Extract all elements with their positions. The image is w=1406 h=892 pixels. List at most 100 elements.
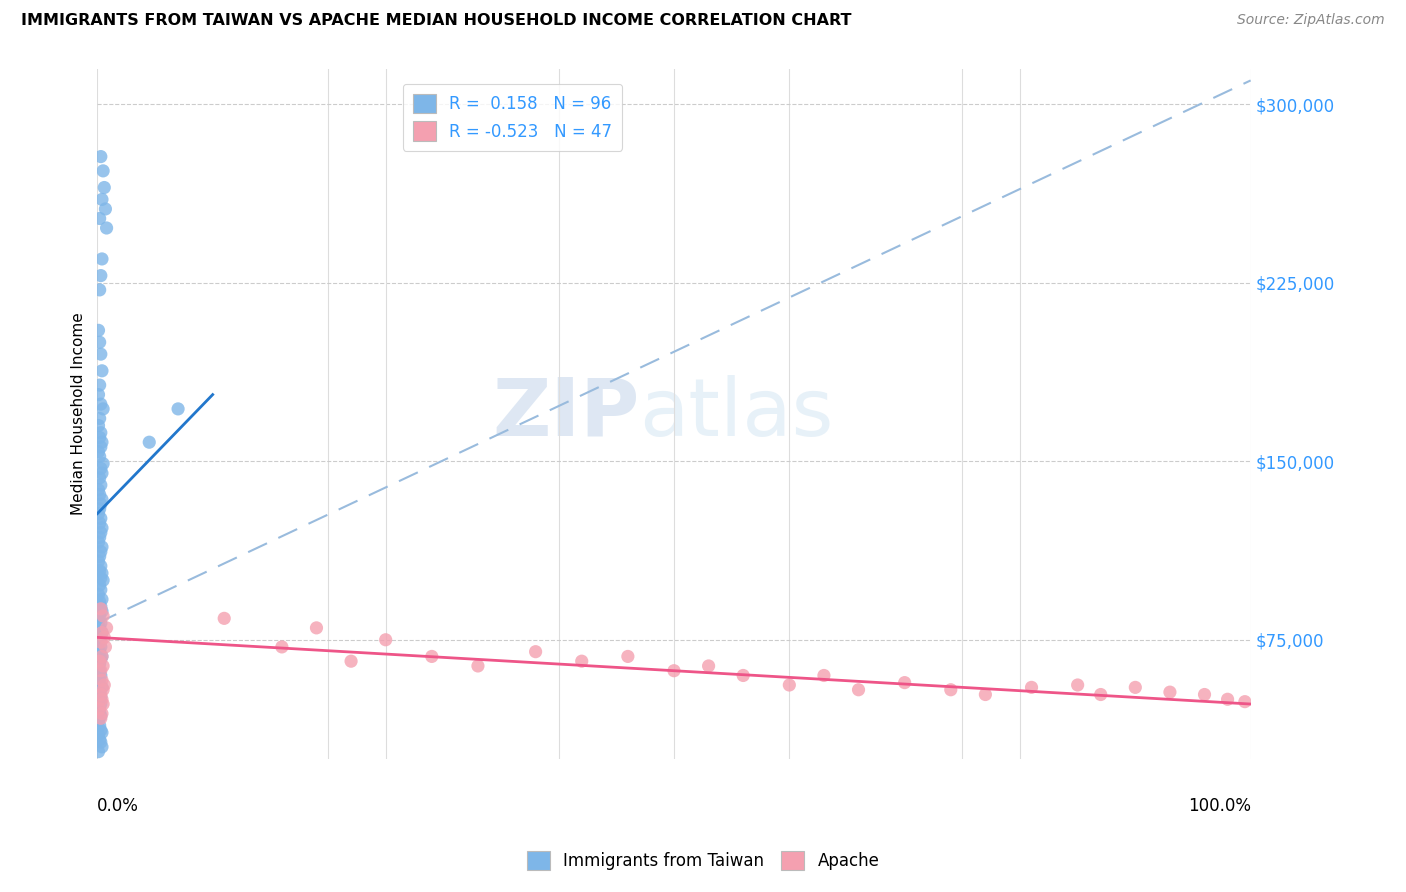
Point xyxy=(91,682,114,697)
Point xyxy=(87,535,110,549)
Point xyxy=(89,632,111,647)
Point xyxy=(1066,678,1088,692)
Point xyxy=(90,690,112,704)
Point xyxy=(87,323,110,337)
Text: ZIP: ZIP xyxy=(492,375,640,452)
Point xyxy=(697,659,720,673)
Legend: Immigrants from Taiwan, Apache: Immigrants from Taiwan, Apache xyxy=(520,844,886,877)
Point xyxy=(90,397,112,411)
Point xyxy=(89,335,111,350)
Point xyxy=(91,625,114,640)
Point xyxy=(1123,681,1146,695)
Point xyxy=(90,616,112,631)
Point xyxy=(89,692,111,706)
Point xyxy=(93,678,115,692)
Point xyxy=(1216,692,1239,706)
Point xyxy=(87,387,110,401)
Point xyxy=(89,549,111,564)
Point xyxy=(87,714,110,728)
Point xyxy=(90,511,112,525)
Point xyxy=(89,530,111,544)
Point xyxy=(813,668,835,682)
Point xyxy=(90,709,112,723)
Point xyxy=(87,661,110,675)
Point xyxy=(89,702,111,716)
Point xyxy=(91,725,114,739)
Point xyxy=(90,635,112,649)
Point xyxy=(90,711,112,725)
Point xyxy=(90,582,112,597)
Point xyxy=(91,592,114,607)
Point xyxy=(87,418,110,433)
Text: Source: ZipAtlas.com: Source: ZipAtlas.com xyxy=(1237,13,1385,28)
Point xyxy=(90,461,112,475)
Point xyxy=(87,728,110,742)
Point xyxy=(90,268,112,283)
Text: atlas: atlas xyxy=(640,375,834,452)
Point xyxy=(893,675,915,690)
Point xyxy=(87,702,110,716)
Point xyxy=(91,625,114,640)
Point xyxy=(89,621,111,635)
Point xyxy=(89,430,111,444)
Point xyxy=(89,487,111,501)
Point xyxy=(91,659,114,673)
Point xyxy=(617,649,640,664)
Point xyxy=(89,501,111,516)
Point xyxy=(778,678,800,692)
Point xyxy=(89,411,111,425)
Point xyxy=(96,621,118,635)
Point xyxy=(524,645,547,659)
Text: 100.0%: 100.0% xyxy=(1188,797,1251,814)
Point xyxy=(87,483,110,497)
Point xyxy=(89,450,111,464)
Point xyxy=(89,564,111,578)
Point xyxy=(90,525,112,540)
Point xyxy=(90,478,112,492)
Point xyxy=(90,425,112,440)
Point xyxy=(167,401,190,416)
Point xyxy=(90,440,112,454)
Point xyxy=(89,718,111,732)
Point xyxy=(91,692,114,706)
Point xyxy=(93,631,115,645)
Legend: R =  0.158   N = 96, R = -0.523   N = 47: R = 0.158 N = 96, R = -0.523 N = 47 xyxy=(402,84,623,151)
Point xyxy=(420,649,443,664)
Point xyxy=(87,554,110,568)
Point xyxy=(90,640,112,654)
Point xyxy=(733,668,755,682)
Point xyxy=(91,364,114,378)
Point xyxy=(91,566,114,581)
Point xyxy=(90,347,112,361)
Point xyxy=(305,621,328,635)
Point xyxy=(91,164,114,178)
Point xyxy=(90,559,112,574)
Point xyxy=(91,540,114,554)
Point xyxy=(90,497,112,511)
Point xyxy=(974,688,997,702)
Point xyxy=(87,444,110,458)
Point xyxy=(1090,688,1112,702)
Point xyxy=(91,574,114,588)
Point xyxy=(90,602,112,616)
Point xyxy=(89,732,111,747)
Point xyxy=(94,202,117,216)
Point xyxy=(91,697,114,711)
Point xyxy=(89,378,111,392)
Point xyxy=(89,578,111,592)
Point xyxy=(91,466,114,480)
Point xyxy=(939,682,962,697)
Point xyxy=(1194,688,1216,702)
Point xyxy=(89,471,111,485)
Point xyxy=(89,664,111,678)
Point xyxy=(91,649,114,664)
Point xyxy=(91,435,114,450)
Point xyxy=(340,654,363,668)
Point xyxy=(91,401,114,416)
Point xyxy=(90,545,112,559)
Point xyxy=(90,668,112,682)
Point xyxy=(89,704,111,718)
Point xyxy=(91,609,114,624)
Point xyxy=(90,723,112,738)
Point xyxy=(89,657,111,671)
